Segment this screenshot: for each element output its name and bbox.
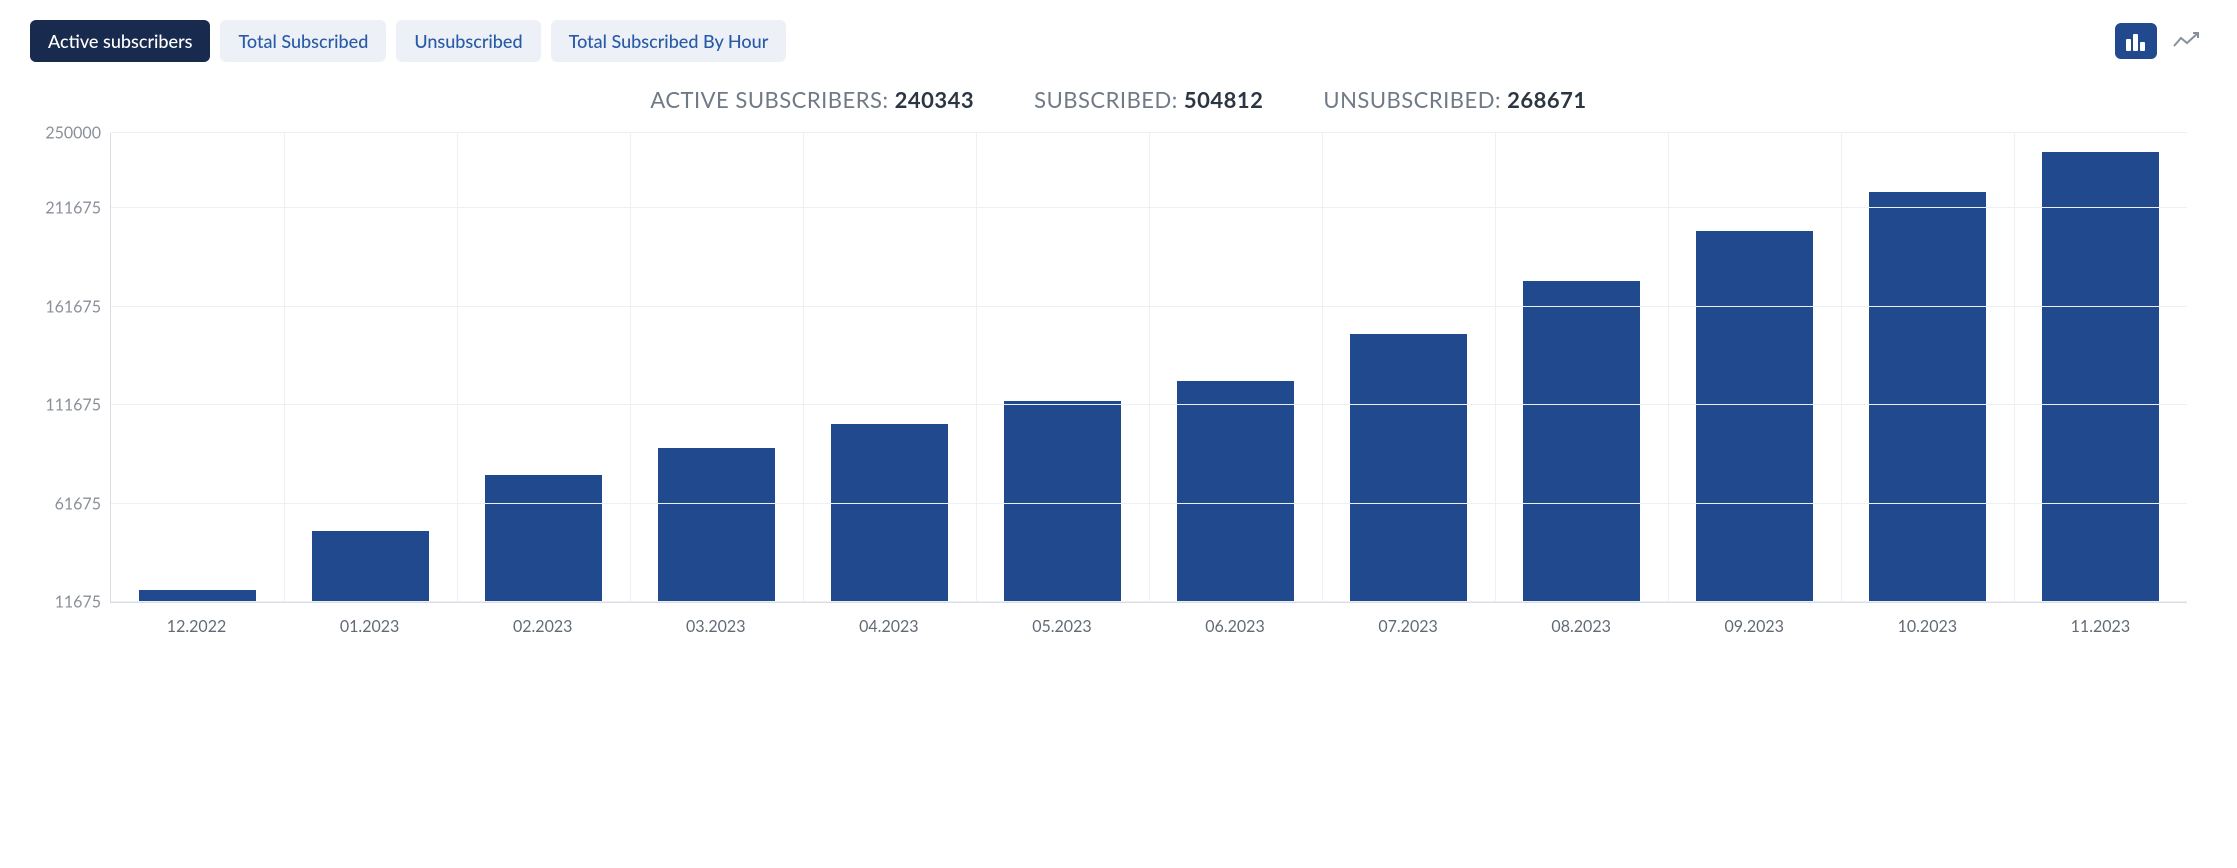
bar-slot xyxy=(2014,133,2187,602)
x-axis-tick: 08.2023 xyxy=(1495,603,1668,653)
line-chart-icon xyxy=(2173,31,2199,51)
bar-slot xyxy=(1495,133,1668,602)
bar-slot xyxy=(1322,133,1495,602)
y-axis-tick: 61675 xyxy=(55,494,111,513)
x-axis-tick: 11.2023 xyxy=(2014,603,2187,653)
tab-group: Active subscribers Total Subscribed Unsu… xyxy=(30,20,786,62)
gridline-vertical xyxy=(2014,133,2015,602)
bar-slot xyxy=(1668,133,1841,602)
bar-slot xyxy=(284,133,457,602)
bar[interactable] xyxy=(1350,334,1468,602)
gridline-vertical xyxy=(1668,133,1669,602)
x-axis-tick: 12.2022 xyxy=(110,603,283,653)
gridline-vertical xyxy=(1495,133,1496,602)
bar-slot xyxy=(630,133,803,602)
x-axis-tick: 03.2023 xyxy=(629,603,802,653)
bar[interactable] xyxy=(1523,281,1641,602)
bar[interactable] xyxy=(1696,231,1814,602)
stat-value: 240343 xyxy=(895,86,975,113)
stat-value: 268671 xyxy=(1507,86,1587,113)
bar-slot xyxy=(1841,133,2014,602)
stat-label: UNSUBSCRIBED: xyxy=(1323,86,1507,113)
bar[interactable] xyxy=(1177,381,1295,602)
x-axis-tick: 04.2023 xyxy=(802,603,975,653)
bar-slot xyxy=(1149,133,1322,602)
x-axis-tick: 01.2023 xyxy=(283,603,456,653)
bar-chart-toggle[interactable] xyxy=(2115,23,2157,59)
gridline-vertical xyxy=(1149,133,1150,602)
x-axis-tick: 02.2023 xyxy=(456,603,629,653)
bar-chart-icon xyxy=(2125,31,2147,51)
y-axis-tick: 161675 xyxy=(45,297,111,316)
gridline-vertical xyxy=(803,133,804,602)
bar[interactable] xyxy=(312,531,430,602)
tab-active-subscribers[interactable]: Active subscribers xyxy=(30,20,210,62)
bar[interactable] xyxy=(485,475,603,602)
y-axis-tick: 250000 xyxy=(45,124,111,143)
stat-label: SUBSCRIBED: xyxy=(1034,86,1184,113)
gridline-vertical xyxy=(630,133,631,602)
tab-total-subscribed[interactable]: Total Subscribed xyxy=(220,20,386,62)
stat-subscribed: SUBSCRIBED: 504812 xyxy=(1034,86,1263,113)
x-axis-tick: 07.2023 xyxy=(1322,603,1495,653)
gridline-vertical xyxy=(1841,133,1842,602)
y-axis-tick: 211675 xyxy=(45,199,111,218)
stat-value: 504812 xyxy=(1184,86,1264,113)
bar[interactable] xyxy=(2042,152,2160,602)
gridline-vertical xyxy=(1322,133,1323,602)
bar-slot xyxy=(111,133,284,602)
gridline-vertical xyxy=(976,133,977,602)
stat-unsubscribed: UNSUBSCRIBED: 268671 xyxy=(1323,86,1586,113)
x-axis-tick: 09.2023 xyxy=(1668,603,1841,653)
y-axis-tick: 111675 xyxy=(45,396,111,415)
stat-label: ACTIVE SUBSCRIBERS: xyxy=(650,86,894,113)
subscribers-bar-chart: 1167561675111675161675211675250000 12.20… xyxy=(100,133,2187,653)
x-axis-tick: 10.2023 xyxy=(1841,603,2014,653)
line-chart-toggle[interactable] xyxy=(2165,23,2207,59)
chart-type-toggle xyxy=(2115,23,2207,59)
bar-slot xyxy=(976,133,1149,602)
gridline-vertical xyxy=(284,133,285,602)
bar-slot xyxy=(457,133,630,602)
bar-slot xyxy=(803,133,976,602)
tab-unsubscribed[interactable]: Unsubscribed xyxy=(396,20,540,62)
x-axis-tick: 05.2023 xyxy=(975,603,1148,653)
tab-total-subscribed-by-hour[interactable]: Total Subscribed By Hour xyxy=(551,20,787,62)
y-axis-tick: 11675 xyxy=(55,593,111,612)
summary-stats: ACTIVE SUBSCRIBERS: 240343 SUBSCRIBED: 5… xyxy=(30,86,2207,113)
bar[interactable] xyxy=(1004,401,1122,602)
stat-active-subscribers: ACTIVE SUBSCRIBERS: 240343 xyxy=(650,86,974,113)
bar[interactable] xyxy=(658,448,776,602)
gridline-vertical xyxy=(457,133,458,602)
bar[interactable] xyxy=(831,424,949,602)
bar[interactable] xyxy=(1869,192,1987,602)
x-axis-tick: 06.2023 xyxy=(1148,603,1321,653)
